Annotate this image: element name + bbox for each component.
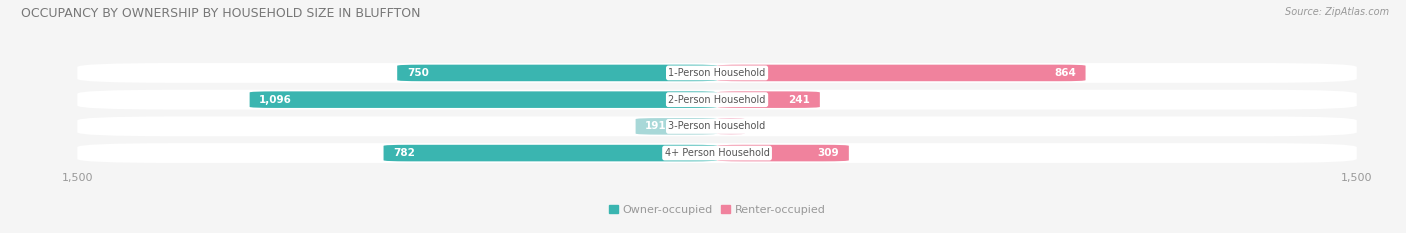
FancyBboxPatch shape <box>717 91 820 108</box>
Text: 750: 750 <box>406 68 429 78</box>
Text: 3-Person Household: 3-Person Household <box>668 121 766 131</box>
Text: OCCUPANCY BY OWNERSHIP BY HOUSEHOLD SIZE IN BLUFFTON: OCCUPANCY BY OWNERSHIP BY HOUSEHOLD SIZE… <box>21 7 420 20</box>
Text: Source: ZipAtlas.com: Source: ZipAtlas.com <box>1285 7 1389 17</box>
FancyBboxPatch shape <box>384 145 717 161</box>
Text: 4+ Person Household: 4+ Person Household <box>665 148 769 158</box>
Legend: Owner-occupied, Renter-occupied: Owner-occupied, Renter-occupied <box>605 200 830 219</box>
Text: 65: 65 <box>755 121 768 131</box>
FancyBboxPatch shape <box>77 143 1357 163</box>
Text: 309: 309 <box>818 148 839 158</box>
Text: 2-Person Household: 2-Person Household <box>668 95 766 105</box>
Text: 1-Person Household: 1-Person Household <box>668 68 766 78</box>
FancyBboxPatch shape <box>717 65 1085 81</box>
FancyBboxPatch shape <box>398 65 717 81</box>
FancyBboxPatch shape <box>77 90 1357 110</box>
FancyBboxPatch shape <box>77 116 1357 136</box>
FancyBboxPatch shape <box>717 118 745 135</box>
Text: 1,096: 1,096 <box>259 95 292 105</box>
FancyBboxPatch shape <box>250 91 717 108</box>
Text: 241: 241 <box>789 95 810 105</box>
FancyBboxPatch shape <box>636 118 717 135</box>
Text: 191: 191 <box>645 121 666 131</box>
FancyBboxPatch shape <box>77 63 1357 83</box>
Text: 782: 782 <box>394 148 415 158</box>
FancyBboxPatch shape <box>717 145 849 161</box>
Text: 864: 864 <box>1054 68 1076 78</box>
